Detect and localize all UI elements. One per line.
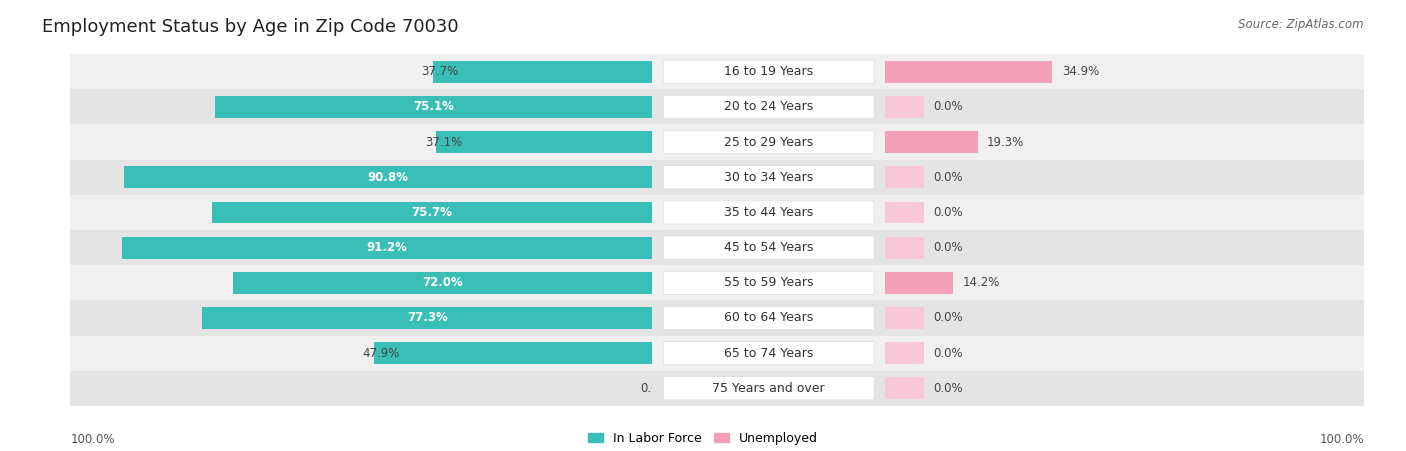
FancyBboxPatch shape bbox=[664, 201, 875, 224]
FancyBboxPatch shape bbox=[664, 377, 875, 400]
Text: Employment Status by Age in Zip Code 70030: Employment Status by Age in Zip Code 700… bbox=[42, 18, 458, 36]
Bar bbox=[0, 195, 1406, 230]
FancyBboxPatch shape bbox=[664, 341, 875, 365]
Text: 45 to 54 Years: 45 to 54 Years bbox=[724, 241, 814, 254]
Text: 0.0%: 0.0% bbox=[934, 206, 963, 219]
Bar bbox=[886, 342, 924, 364]
Bar bbox=[0, 160, 1406, 195]
Bar bbox=[886, 377, 924, 399]
Bar bbox=[70, 336, 1234, 371]
Text: 20 to 24 Years: 20 to 24 Years bbox=[724, 101, 814, 113]
Bar bbox=[202, 307, 652, 329]
Text: 0.0%: 0.0% bbox=[934, 312, 963, 324]
Bar bbox=[886, 202, 924, 223]
Bar bbox=[70, 265, 1234, 300]
Text: Source: ZipAtlas.com: Source: ZipAtlas.com bbox=[1239, 18, 1364, 31]
Bar bbox=[0, 265, 1406, 300]
FancyBboxPatch shape bbox=[664, 236, 875, 259]
Bar bbox=[70, 371, 1234, 406]
Text: 60 to 64 Years: 60 to 64 Years bbox=[724, 312, 814, 324]
Text: 30 to 34 Years: 30 to 34 Years bbox=[724, 171, 814, 184]
Text: 75.7%: 75.7% bbox=[412, 206, 453, 219]
Bar bbox=[406, 195, 1364, 230]
Text: 47.9%: 47.9% bbox=[361, 347, 399, 359]
Text: 0.0%: 0.0% bbox=[641, 382, 671, 395]
FancyBboxPatch shape bbox=[664, 271, 875, 295]
FancyBboxPatch shape bbox=[664, 60, 875, 83]
Bar bbox=[886, 237, 924, 258]
Bar bbox=[70, 160, 1234, 195]
Bar bbox=[70, 300, 1234, 336]
Bar bbox=[886, 61, 1052, 83]
Legend: In Labor Force, Unemployed: In Labor Force, Unemployed bbox=[588, 432, 818, 445]
Bar bbox=[233, 272, 652, 294]
Bar bbox=[374, 342, 652, 364]
Bar bbox=[70, 89, 1234, 124]
Text: 91.2%: 91.2% bbox=[367, 241, 408, 254]
Bar bbox=[0, 300, 1406, 336]
Bar bbox=[0, 336, 1406, 371]
Text: 0.0%: 0.0% bbox=[934, 171, 963, 184]
FancyBboxPatch shape bbox=[664, 95, 875, 119]
Bar bbox=[433, 61, 652, 83]
Text: 0.0%: 0.0% bbox=[934, 101, 963, 113]
Bar bbox=[406, 300, 1364, 336]
Bar bbox=[436, 131, 652, 153]
Text: 16 to 19 Years: 16 to 19 Years bbox=[724, 65, 813, 78]
Bar bbox=[406, 54, 1364, 89]
Text: 55 to 59 Years: 55 to 59 Years bbox=[724, 276, 814, 289]
Text: 0.0%: 0.0% bbox=[934, 347, 963, 359]
FancyBboxPatch shape bbox=[664, 166, 875, 189]
Text: 14.2%: 14.2% bbox=[963, 276, 1000, 289]
Bar bbox=[70, 54, 1234, 89]
FancyBboxPatch shape bbox=[664, 130, 875, 154]
Bar bbox=[0, 89, 1406, 124]
Text: 100.0%: 100.0% bbox=[70, 433, 115, 446]
Bar bbox=[886, 96, 924, 118]
Bar bbox=[886, 307, 924, 329]
Text: 75 Years and over: 75 Years and over bbox=[713, 382, 825, 395]
Text: 75.1%: 75.1% bbox=[413, 101, 454, 113]
Text: 90.8%: 90.8% bbox=[367, 171, 409, 184]
Bar bbox=[406, 230, 1364, 265]
Text: 72.0%: 72.0% bbox=[422, 276, 463, 289]
Bar bbox=[406, 160, 1364, 195]
Text: 37.7%: 37.7% bbox=[422, 65, 458, 78]
Bar bbox=[70, 230, 1234, 265]
Bar bbox=[0, 371, 1406, 406]
Text: 19.3%: 19.3% bbox=[987, 136, 1025, 148]
Bar bbox=[0, 124, 1406, 160]
Bar bbox=[406, 371, 1364, 406]
Bar bbox=[70, 195, 1234, 230]
Text: 37.1%: 37.1% bbox=[425, 136, 463, 148]
Text: 0.0%: 0.0% bbox=[934, 241, 963, 254]
Bar bbox=[124, 166, 652, 188]
Bar bbox=[0, 230, 1406, 265]
Bar bbox=[0, 54, 1406, 89]
Text: 77.3%: 77.3% bbox=[406, 312, 447, 324]
Text: 65 to 74 Years: 65 to 74 Years bbox=[724, 347, 814, 359]
Bar bbox=[215, 96, 652, 118]
Text: 25 to 29 Years: 25 to 29 Years bbox=[724, 136, 814, 148]
Text: 34.9%: 34.9% bbox=[1062, 65, 1099, 78]
Bar bbox=[406, 124, 1364, 160]
Bar bbox=[70, 124, 1234, 160]
Bar bbox=[212, 202, 652, 223]
Bar bbox=[886, 166, 924, 188]
Bar bbox=[406, 336, 1364, 371]
Bar bbox=[406, 89, 1364, 124]
Bar bbox=[886, 131, 977, 153]
Text: 0.0%: 0.0% bbox=[934, 382, 963, 395]
Bar bbox=[886, 272, 953, 294]
Bar bbox=[406, 265, 1364, 300]
Text: 100.0%: 100.0% bbox=[1319, 433, 1364, 446]
Bar bbox=[121, 237, 652, 258]
Text: 35 to 44 Years: 35 to 44 Years bbox=[724, 206, 814, 219]
FancyBboxPatch shape bbox=[664, 306, 875, 330]
